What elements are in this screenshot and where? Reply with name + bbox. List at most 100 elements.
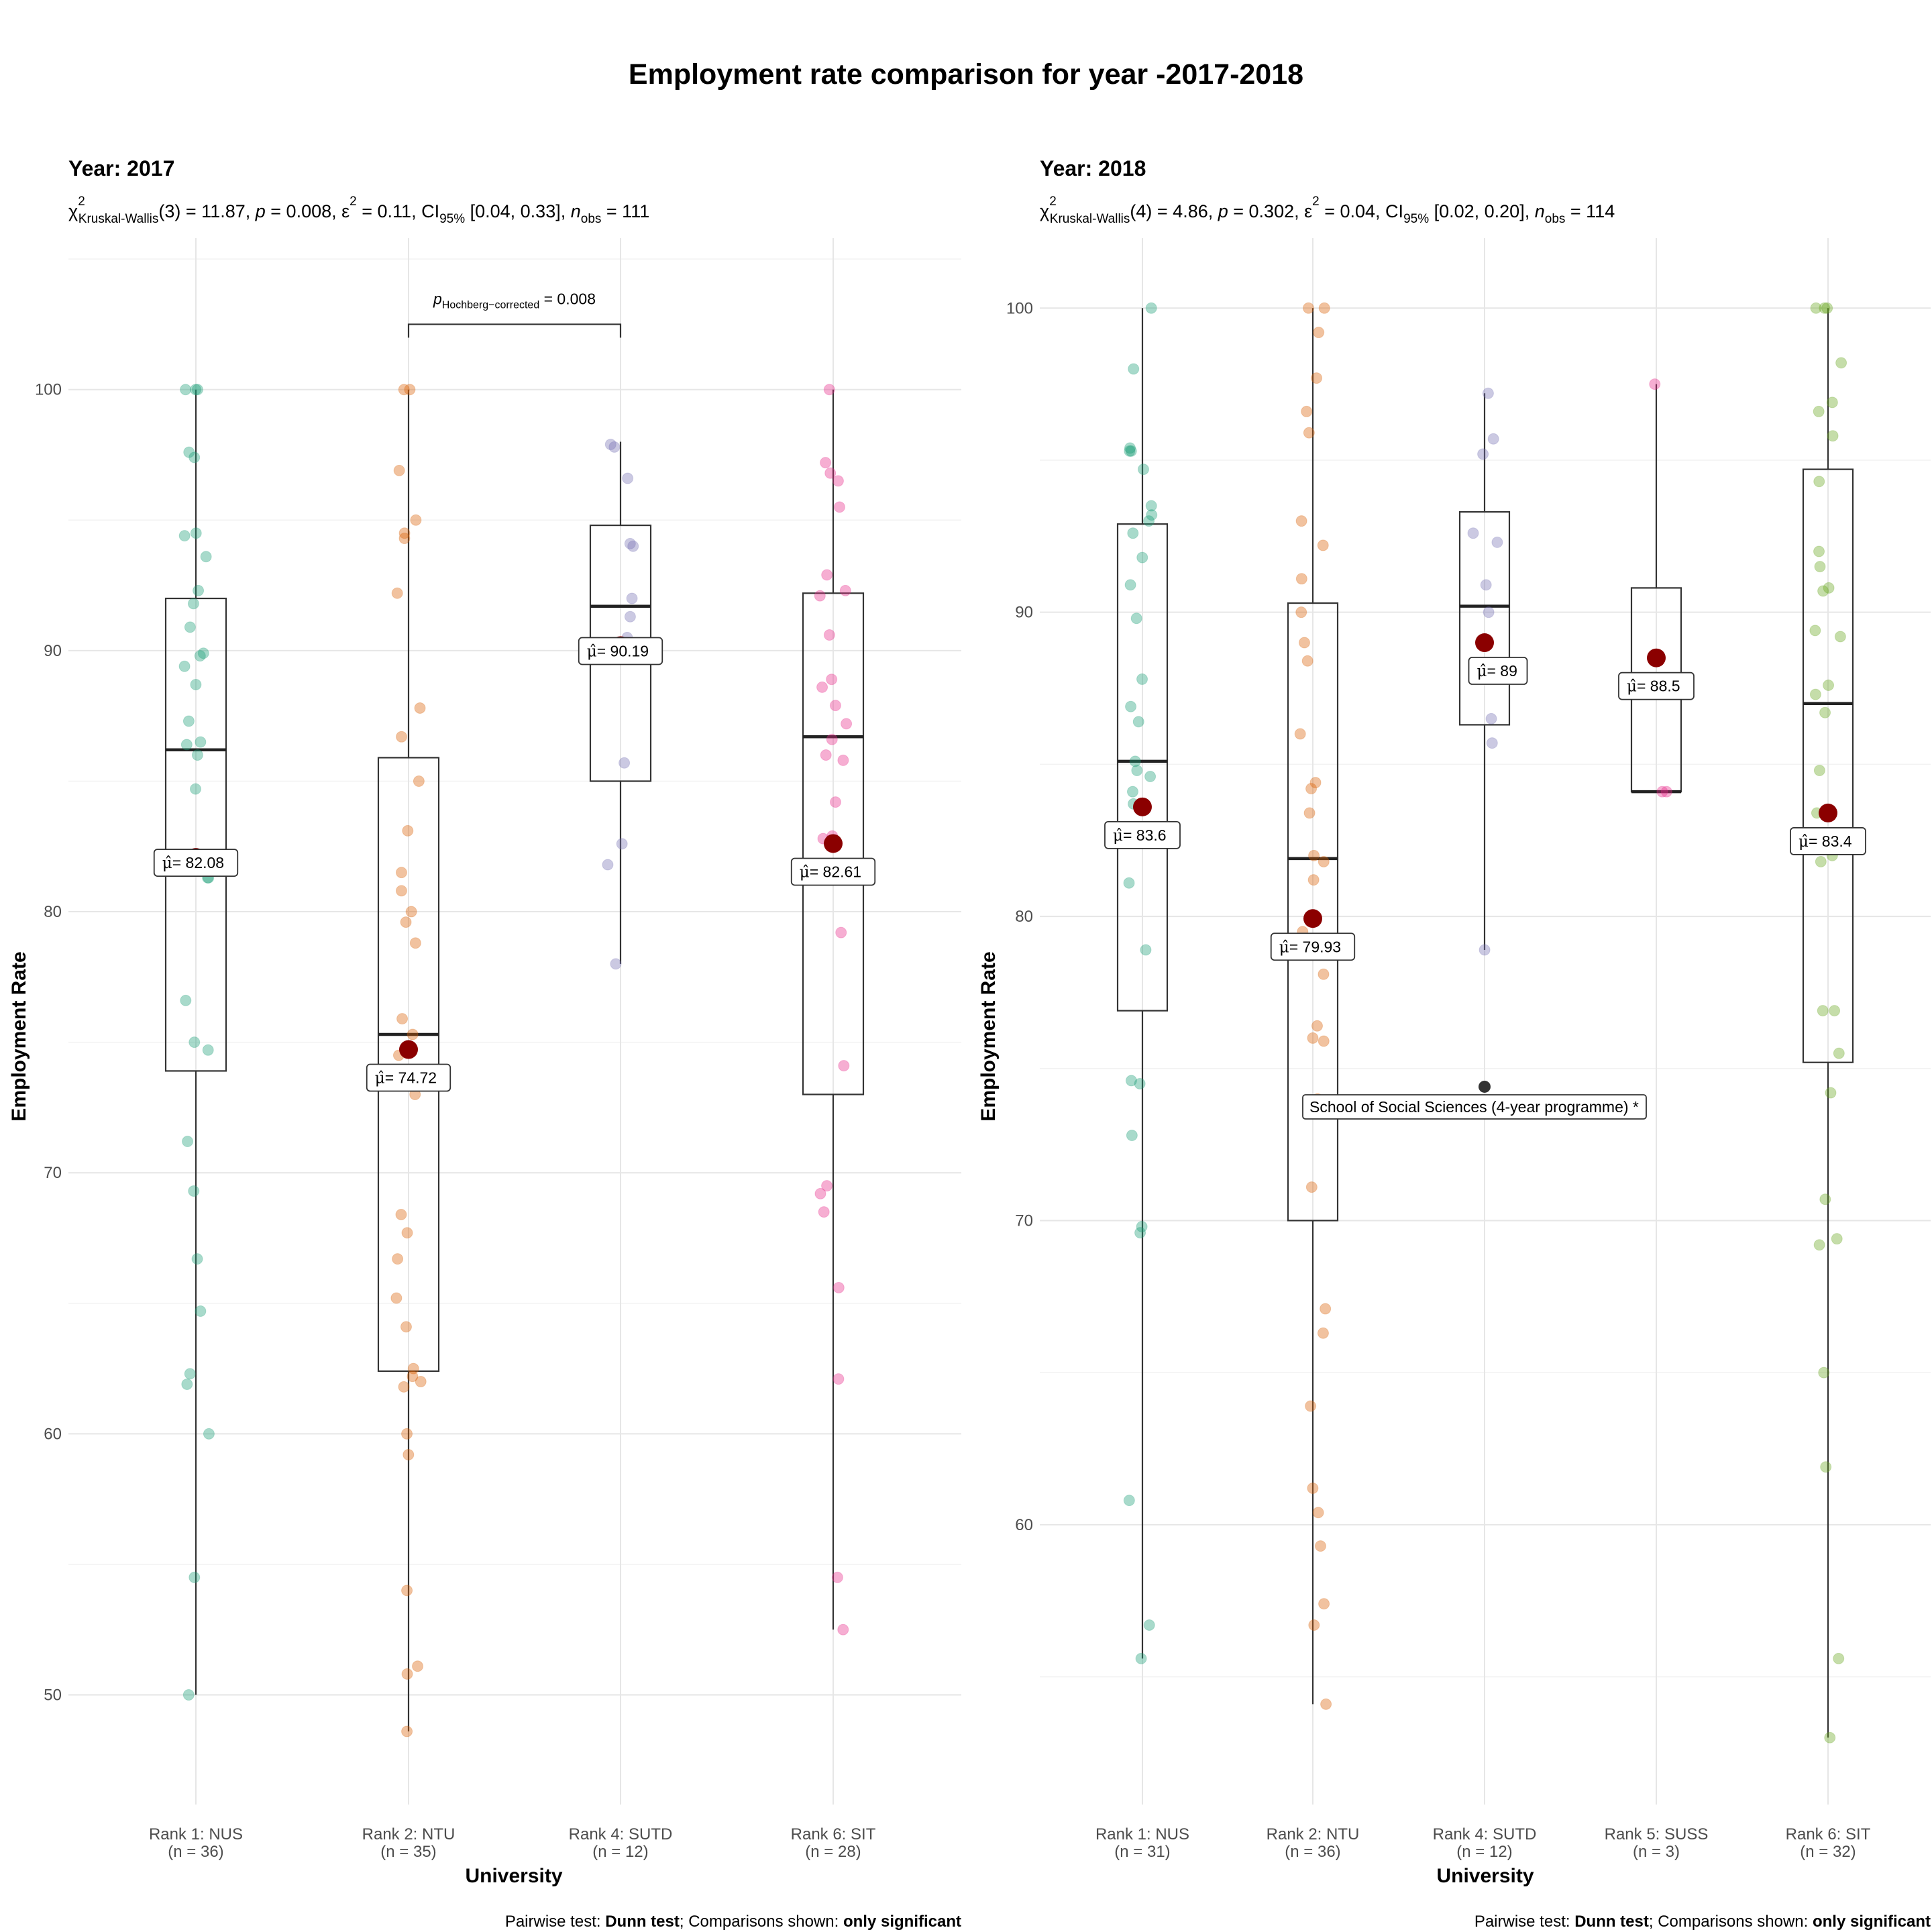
mean-label-box (1270, 932, 1356, 961)
data-point (837, 1623, 849, 1635)
data-point (401, 1668, 413, 1680)
data-point (183, 446, 195, 458)
data-point (1307, 1032, 1319, 1044)
data-point (1136, 673, 1148, 685)
data-point (180, 739, 193, 751)
data-point (1313, 327, 1325, 339)
data-point (1131, 764, 1143, 776)
data-point (1483, 606, 1495, 619)
data-point (1125, 1075, 1137, 1087)
data-point (189, 1036, 201, 1049)
data-point (203, 1428, 215, 1440)
data-point (823, 384, 835, 396)
data-point (833, 501, 845, 513)
data-point (194, 650, 206, 662)
data-point (1303, 807, 1316, 819)
data-point (1146, 509, 1158, 521)
mean-label-box (578, 637, 663, 665)
panel-2018: Year: 2018 χ2 Kruskal-Wallis(4) = 4.86, p… (977, 156, 1931, 1887)
x-tick-count: (n = 36) (1285, 1843, 1340, 1861)
x-axis-title-2018: University (1436, 1865, 1534, 1887)
data-point (401, 1428, 413, 1440)
data-point (190, 384, 202, 396)
y-axis-title-2018: Employment Rate (977, 951, 1000, 1121)
data-point (831, 1571, 843, 1583)
data-point (191, 1253, 203, 1265)
data-point (402, 824, 414, 837)
data-point (178, 530, 191, 542)
data-point (1307, 874, 1320, 886)
mean-label-box (153, 849, 239, 877)
data-point (404, 384, 416, 396)
x-tick-label: Rank 5: SUSS (1605, 1825, 1709, 1843)
box (164, 597, 227, 1072)
data-point (1486, 737, 1498, 749)
box (802, 592, 865, 1095)
data-point (190, 527, 202, 539)
data-point (1132, 716, 1144, 728)
data-point (1145, 302, 1157, 314)
data-point (1821, 302, 1833, 314)
category-group: Rank 2: NTU(n = 36) μ̂= 79.93 (1267, 302, 1359, 1861)
data-point (1130, 612, 1142, 625)
y-tick-label: 50 (44, 1686, 62, 1705)
data-point (191, 384, 203, 396)
data-point (398, 527, 411, 539)
data-point (1820, 1461, 1832, 1473)
data-point (1312, 1507, 1324, 1519)
y-tick-label: 100 (35, 381, 62, 399)
data-point (1467, 527, 1479, 539)
x-tick-count: (n = 31) (1114, 1843, 1170, 1861)
data-point (814, 1187, 826, 1199)
data-point (1140, 944, 1152, 956)
data-point (1135, 1652, 1147, 1664)
data-point (1124, 445, 1136, 457)
data-point (627, 540, 639, 552)
data-point (415, 1376, 427, 1388)
data-point (1824, 1731, 1836, 1743)
y-tick-label: 100 (1006, 299, 1033, 317)
data-point (1813, 405, 1825, 417)
mean-point (1647, 648, 1666, 667)
x-tick-count: (n = 28) (805, 1843, 861, 1861)
y-tick-label: 90 (44, 642, 62, 660)
caption-2018: Pairwise test: Dunn test; Comparisons sh… (1474, 1913, 1931, 1931)
data-point (1143, 515, 1155, 527)
x-tick-count: (n = 12) (592, 1843, 648, 1861)
mean-label: μ̂= 82.08 (162, 854, 224, 872)
data-point (820, 457, 832, 469)
data-point (410, 514, 422, 526)
y-tick-label: 80 (44, 903, 62, 921)
significance-label: pHochberg−corrected = 0.008 (433, 290, 596, 311)
mean-label: μ̂= 83.6 (1113, 826, 1167, 845)
data-point (1320, 1698, 1332, 1710)
mean-label: μ̂= 74.72 (375, 1069, 437, 1087)
data-point (1656, 786, 1668, 798)
mean-label-box (1618, 672, 1695, 700)
data-point (1825, 1087, 1837, 1099)
data-point (405, 906, 417, 918)
category-group: Rank 4: SUTD(n = 12) μ̂= 89 (1433, 387, 1536, 1861)
data-point (1123, 877, 1135, 889)
data-point (409, 937, 421, 949)
data-point (1818, 1366, 1830, 1379)
y-tick-label: 80 (1015, 908, 1033, 926)
data-point (816, 681, 828, 693)
data-point (1294, 728, 1306, 740)
data-point (182, 715, 195, 727)
data-point (193, 584, 205, 596)
box (1802, 468, 1854, 1063)
outlier-label: School of Social Sciences (4-year progra… (1309, 1098, 1639, 1116)
category-group: Rank 4: SUTD(n = 12) μ̂= 90.19 (569, 438, 672, 1861)
data-point (1320, 1303, 1332, 1315)
data-point (1143, 1619, 1155, 1631)
data-point (610, 958, 622, 970)
data-point (1305, 783, 1318, 795)
data-point (826, 733, 838, 745)
data-point (1815, 855, 1827, 867)
data-point (1834, 631, 1846, 643)
data-point (414, 702, 426, 714)
data-point (1480, 579, 1492, 591)
data-point (1144, 771, 1157, 783)
data-point (1145, 500, 1157, 512)
